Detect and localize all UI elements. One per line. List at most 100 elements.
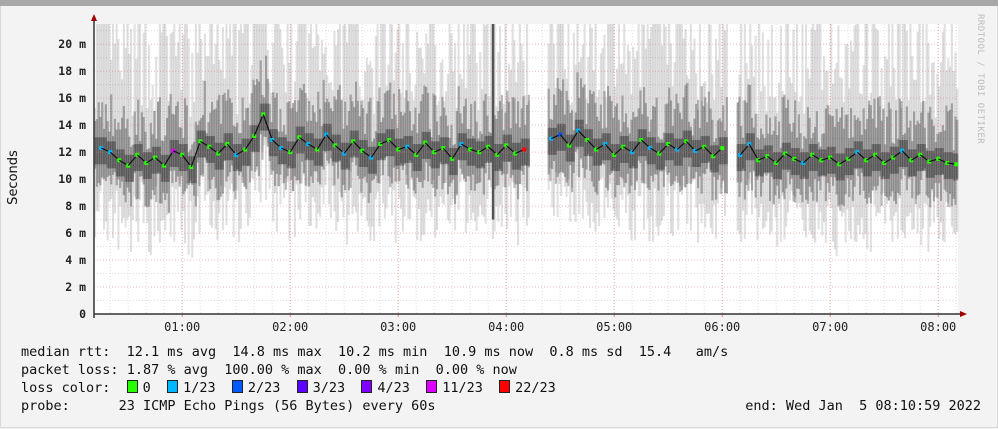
smoke-inner	[722, 137, 725, 165]
smoke-inner	[761, 149, 764, 177]
smoke-outer	[475, 62, 478, 231]
smoke-outer	[315, 24, 318, 229]
smoke-outer	[432, 24, 435, 180]
smoke-outer	[911, 56, 914, 231]
smoke-inner	[527, 138, 530, 166]
smoke-inner	[353, 130, 356, 158]
smoke-mid	[571, 110, 574, 193]
smoke-outer	[374, 36, 377, 200]
smoke-inner	[621, 135, 624, 163]
smoke-outer	[221, 27, 224, 231]
smoke-outer	[227, 38, 230, 201]
smoke-inner	[850, 148, 853, 176]
smoke-outer	[139, 24, 142, 201]
smoke-inner	[461, 133, 464, 161]
smoke-outer	[144, 24, 147, 206]
smoke-mid	[329, 108, 332, 159]
smoke-outer	[560, 24, 563, 196]
smoke-inner	[812, 144, 815, 172]
smoke-outer	[358, 86, 361, 195]
smoke-inner	[108, 141, 111, 169]
smoke-outer	[927, 43, 930, 252]
smoke-inner	[563, 123, 566, 151]
smoke-mid	[853, 115, 856, 187]
y-tick-label: 2 m	[65, 280, 86, 294]
smoke-mid	[596, 116, 599, 195]
smoke-mid	[137, 99, 140, 199]
smoke-mid	[410, 130, 413, 178]
smoke-inner	[362, 140, 365, 167]
legend-probe: probe: 23 ICMP Echo Pings (56 Bytes) eve…	[21, 397, 981, 415]
median-connector	[163, 150, 174, 166]
smoke-mid	[436, 121, 439, 190]
smoke-outer	[223, 78, 226, 188]
smoke-outer	[938, 86, 941, 239]
smoke-inner	[632, 141, 635, 169]
smoke-mid	[259, 60, 262, 135]
smoke-outer	[713, 99, 716, 206]
smoke-mid	[225, 100, 228, 182]
smoke-inner	[841, 153, 844, 181]
smoke-mid	[367, 101, 370, 203]
smoke-inner	[662, 142, 665, 170]
smoke-mid	[441, 96, 444, 190]
smoke-outer	[412, 99, 415, 197]
smoke-outer	[772, 97, 775, 204]
smoke-mid	[590, 94, 593, 182]
smoke-mid	[823, 133, 826, 176]
smoke-mid	[355, 81, 358, 166]
smoke-outer	[166, 35, 169, 216]
smoke-inner	[882, 152, 885, 180]
smoke-inner	[709, 145, 712, 173]
loss-swatch	[296, 380, 308, 393]
smoke-outer	[158, 24, 161, 243]
smoke-inner	[329, 123, 332, 151]
smoke-mid	[344, 101, 347, 191]
smoke-mid	[362, 108, 365, 179]
smoke-inner	[144, 152, 147, 180]
smoke-outer	[605, 96, 608, 198]
smoke-mid	[414, 107, 417, 194]
smoke-mid	[599, 104, 602, 166]
smoke-inner	[796, 148, 799, 176]
smoke-inner	[335, 134, 338, 162]
smoke-outer	[779, 25, 782, 242]
smoke-outer	[189, 116, 192, 202]
smoke-outer	[101, 24, 104, 179]
smoke-inner	[839, 153, 842, 181]
smoke-mid	[387, 90, 390, 177]
smoke-outer	[736, 101, 739, 231]
smoke-inner	[835, 153, 838, 181]
smoke-outer	[387, 64, 390, 195]
smoke-outer	[794, 91, 797, 198]
smoke-mid	[144, 131, 147, 207]
smoke-outer	[173, 24, 176, 242]
smoke-inner	[101, 137, 104, 165]
smoke-mid	[846, 114, 849, 179]
smoke-mid	[808, 117, 811, 187]
smoke-mid	[110, 94, 113, 185]
smoke-outer	[896, 24, 899, 239]
smoke-inner	[304, 133, 307, 161]
smoke-outer	[209, 24, 212, 226]
smoke-inner	[635, 141, 638, 169]
smoke-mid	[131, 144, 134, 182]
smoke-inner	[232, 144, 235, 172]
smoke-mid	[430, 137, 433, 185]
smoke-outer	[657, 24, 660, 236]
full-loss-marker	[491, 24, 495, 220]
smoke-inner	[515, 142, 518, 170]
smoke-mid	[315, 121, 318, 172]
smoke-inner	[479, 141, 482, 169]
smoke-outer	[668, 24, 671, 184]
smoke-mid	[293, 100, 296, 177]
smoke-outer	[187, 38, 190, 255]
smoke-mid	[223, 92, 226, 162]
smoke-inner	[441, 137, 444, 165]
smoke-outer	[653, 24, 656, 189]
smoke-mid	[819, 146, 822, 191]
smoke-inner	[279, 137, 282, 165]
smoke-outer	[328, 83, 331, 205]
smoke-inner	[846, 148, 849, 176]
smoke-inner	[740, 144, 743, 172]
